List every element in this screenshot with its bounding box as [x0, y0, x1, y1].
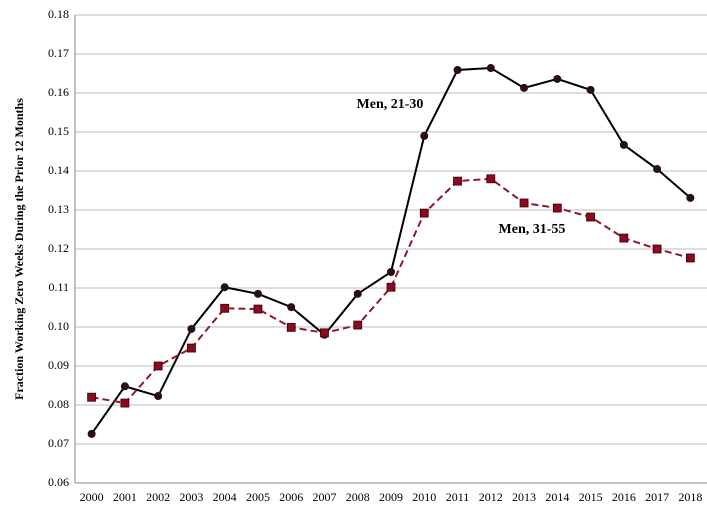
series-line	[90, 67, 692, 435]
x-tick-label: 2017	[645, 490, 669, 504]
marker	[619, 140, 628, 149]
marker	[386, 282, 396, 292]
marker	[287, 303, 296, 312]
x-tick-label: 2018	[678, 490, 702, 504]
x-tick-label: 2003	[179, 490, 203, 504]
x-tick-label: 2006	[279, 490, 303, 504]
x-tick-label: 2013	[512, 490, 536, 504]
x-tick-label: 2015	[579, 490, 603, 504]
x-tick-label: 2001	[113, 490, 137, 504]
y-tick-label: 0.07	[48, 436, 69, 450]
marker	[652, 244, 662, 254]
y-tick-label: 0.17	[48, 46, 69, 60]
series-label: Men, 31-55	[499, 222, 566, 237]
marker	[685, 253, 695, 263]
marker	[420, 131, 429, 140]
y-tick-label: 0.08	[48, 397, 69, 411]
marker	[486, 64, 495, 73]
marker	[619, 233, 629, 243]
marker	[320, 328, 329, 338]
marker	[353, 289, 362, 298]
marker	[253, 289, 262, 298]
y-tick-label: 0.18	[48, 7, 69, 21]
y-tick-label: 0.14	[48, 163, 69, 177]
marker	[553, 74, 562, 83]
marker	[286, 322, 296, 332]
y-tick-label: 0.13	[48, 202, 69, 216]
marker	[253, 304, 263, 314]
marker	[120, 398, 130, 408]
x-tick-label: 2012	[479, 490, 503, 504]
y-tick-label: 0.15	[48, 124, 69, 138]
marker	[653, 165, 662, 174]
x-tick-label: 2005	[246, 490, 270, 504]
y-axis-label: Fraction Working Zero Weeks During the P…	[12, 98, 26, 400]
y-tick-label: 0.09	[48, 358, 69, 372]
series-label: Men, 21-30	[357, 97, 424, 112]
x-tick-label: 2007	[312, 490, 336, 504]
x-tick-label: 2014	[545, 490, 569, 504]
marker	[353, 320, 363, 330]
x-tick-label: 2009	[379, 490, 403, 504]
y-tick-label: 0.10	[48, 319, 69, 333]
marker	[87, 429, 96, 438]
marker	[586, 85, 595, 94]
marker	[520, 83, 529, 92]
marker	[220, 283, 229, 292]
marker	[586, 212, 595, 222]
x-tick-label: 2002	[146, 490, 170, 504]
x-tick-label: 2008	[346, 490, 370, 504]
x-tick-label: 2016	[612, 490, 636, 504]
marker	[87, 392, 97, 402]
y-tick-label: 0.11	[48, 280, 69, 294]
x-tick-label: 2004	[213, 490, 237, 504]
marker	[220, 303, 230, 313]
x-tick-label: 2010	[412, 490, 436, 504]
marker	[419, 208, 429, 218]
marker	[686, 193, 695, 202]
marker	[387, 268, 395, 277]
marker	[154, 392, 163, 401]
x-tick-label: 2000	[80, 490, 104, 504]
x-tick-label: 2011	[446, 490, 470, 504]
y-tick-label: 0.06	[48, 475, 69, 489]
marker	[552, 203, 562, 213]
marker	[453, 65, 462, 74]
y-tick-label: 0.16	[48, 85, 69, 99]
marker	[486, 174, 496, 184]
marker	[153, 361, 163, 371]
marker	[187, 343, 196, 353]
y-tick-label: 0.12	[48, 241, 69, 255]
marker	[187, 324, 196, 333]
marker	[453, 176, 462, 186]
marker	[519, 198, 529, 208]
marker	[120, 382, 129, 391]
